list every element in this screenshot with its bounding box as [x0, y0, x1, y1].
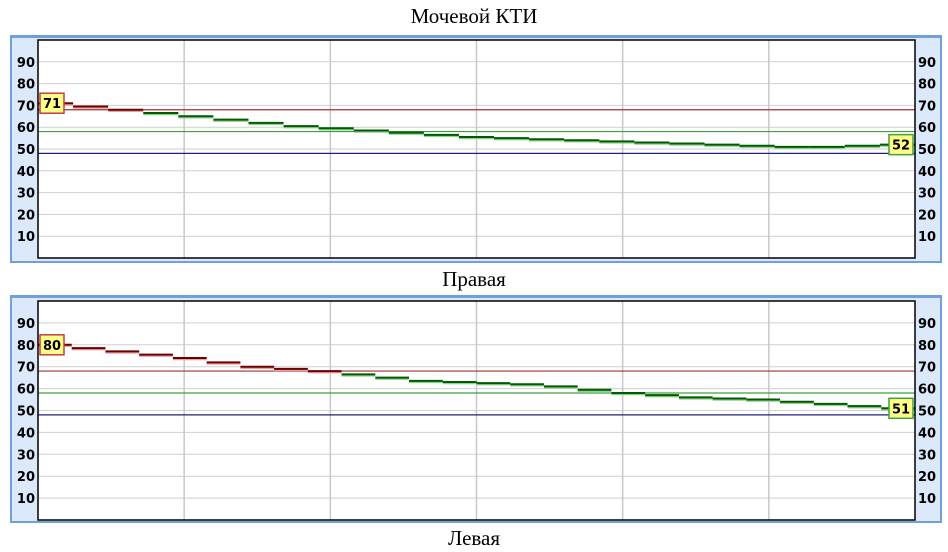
y-tick-right: 10	[918, 492, 936, 507]
end-value-badge	[888, 397, 914, 420]
y-tick-left: 60	[17, 121, 35, 136]
start-value-label: 71	[43, 97, 61, 112]
y-tick-left: 70	[17, 99, 35, 114]
chart-title: Мочевой КТИ	[410, 4, 538, 28]
end-value-badge	[888, 133, 914, 156]
y-tick-left: 40	[17, 165, 35, 180]
y-tick-right: 90	[918, 317, 936, 332]
y-tick-left: 70	[17, 361, 35, 376]
chart-label-left: Левая	[447, 526, 501, 550]
y-tick-right: 60	[918, 383, 936, 398]
y-tick-left: 10	[17, 230, 35, 245]
y-tick-right: 40	[918, 165, 936, 180]
y-tick-left: 40	[17, 426, 35, 441]
y-tick-right: 10	[918, 230, 936, 245]
y-tick-right: 80	[918, 78, 936, 93]
end-value-label: 51	[892, 402, 910, 417]
plot-border	[37, 39, 916, 259]
y-tick-right: 40	[918, 426, 936, 441]
y-tick-left: 10	[17, 492, 35, 507]
y-tick-right: 20	[918, 208, 936, 223]
start-value-label: 80	[43, 339, 61, 354]
start-value-badge	[39, 92, 65, 114]
y-tick-right: 30	[918, 448, 936, 463]
end-value-label: 52	[892, 139, 910, 154]
y-tick-left: 20	[17, 208, 35, 223]
y-tick-left: 50	[17, 143, 35, 158]
plot-border	[37, 300, 916, 521]
y-tick-right: 50	[918, 405, 936, 420]
y-tick-left: 80	[17, 339, 35, 354]
y-tick-left: 50	[17, 405, 35, 420]
y-tick-right: 70	[918, 99, 936, 114]
y-tick-right: 50	[918, 143, 936, 158]
y-tick-right: 60	[918, 121, 936, 136]
y-tick-left: 20	[17, 470, 35, 485]
y-tick-right: 20	[918, 470, 936, 485]
y-tick-left: 90	[17, 317, 35, 332]
y-tick-right: 70	[918, 361, 936, 376]
y-tick-left: 90	[17, 56, 35, 71]
y-tick-right: 30	[918, 187, 936, 202]
y-tick-right: 80	[918, 339, 936, 354]
y-tick-left: 80	[17, 78, 35, 93]
y-tick-left: 60	[17, 383, 35, 398]
chart-label-right: Правая	[442, 267, 506, 291]
start-value-badge	[39, 334, 65, 356]
y-tick-left: 30	[17, 448, 35, 463]
y-tick-left: 30	[17, 187, 35, 202]
y-tick-right: 90	[918, 56, 936, 71]
